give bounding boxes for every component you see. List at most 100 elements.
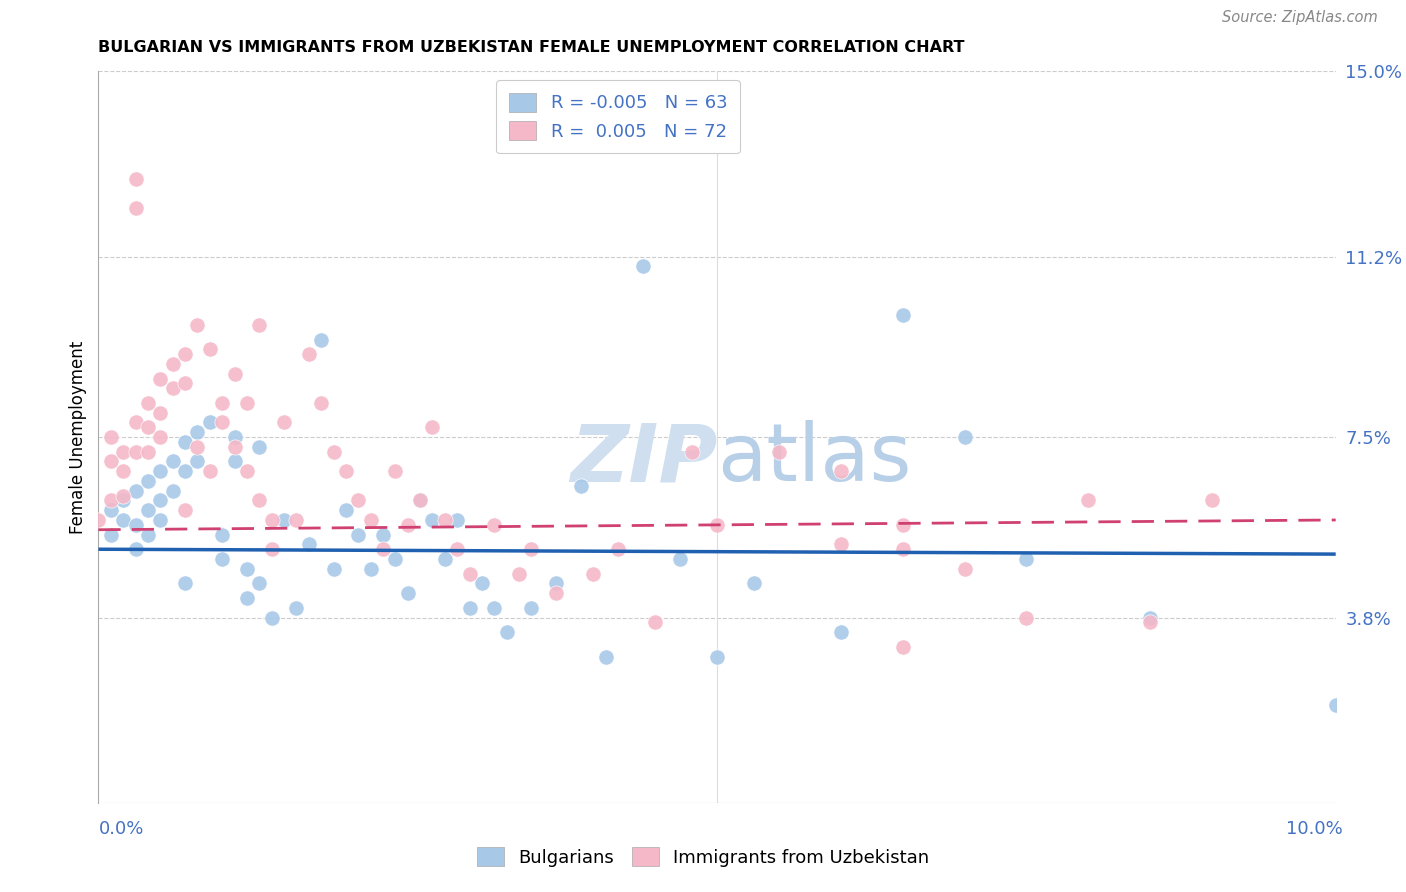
Point (508, 566, 530, 581)
Point (198, 464, 221, 478)
Point (136, 420, 159, 434)
Point (422, 513, 444, 527)
Point (174, 503, 197, 517)
Point (112, 464, 135, 478)
Point (162, 381, 184, 395)
Point (322, 562, 344, 576)
Point (891, 542, 914, 557)
Point (124, 517, 146, 532)
Point (124, 201, 146, 215)
Point (396, 517, 419, 532)
Point (891, 640, 914, 654)
Point (1201, 493, 1223, 508)
Point (247, 493, 270, 508)
Point (520, 600, 543, 615)
Text: BULGARIAN VS IMMIGRANTS FROM UZBEKISTAN FEMALE UNEMPLOYMENT CORRELATION CHART: BULGARIAN VS IMMIGRANTS FROM UZBEKISTAN … (98, 40, 965, 55)
Point (768, 444, 790, 458)
Point (236, 396, 259, 410)
Point (198, 416, 221, 430)
Legend: R = -0.005   N = 63, R =  0.005   N = 72: R = -0.005 N = 63, R = 0.005 N = 72 (496, 80, 740, 153)
Legend: Bulgarians, Immigrants from Uzbekistan: Bulgarians, Immigrants from Uzbekistan (470, 840, 936, 874)
Point (433, 552, 456, 566)
Point (446, 542, 468, 557)
Point (322, 444, 344, 458)
Point (186, 440, 208, 454)
Point (335, 464, 357, 478)
Point (149, 493, 172, 508)
Point (100, 430, 122, 444)
Point (285, 600, 308, 615)
Point (335, 503, 357, 517)
Text: atlas: atlas (717, 420, 911, 498)
Point (162, 483, 184, 498)
Point (582, 566, 605, 581)
Point (484, 600, 506, 615)
Point (830, 625, 852, 640)
Point (409, 493, 432, 508)
Point (236, 562, 259, 576)
Point (681, 444, 703, 458)
Point (211, 416, 233, 430)
Point (830, 537, 852, 551)
Point (174, 576, 197, 591)
Point (607, 542, 630, 557)
Point (174, 464, 197, 478)
Point (100, 454, 122, 468)
Point (224, 430, 246, 444)
Point (224, 454, 246, 468)
Point (360, 562, 382, 576)
Y-axis label: Female Unemployment: Female Unemployment (69, 341, 87, 533)
Point (309, 396, 332, 410)
Point (546, 576, 568, 591)
Point (298, 537, 321, 551)
Point (260, 542, 283, 557)
Point (224, 367, 246, 381)
Point (631, 260, 654, 274)
Point (409, 493, 432, 508)
Point (1015, 552, 1038, 566)
Point (891, 517, 914, 532)
Point (260, 513, 283, 527)
Point (1015, 610, 1038, 624)
Point (471, 576, 494, 591)
Point (371, 542, 394, 557)
Point (1139, 610, 1161, 624)
Point (247, 576, 270, 591)
Point (100, 493, 122, 508)
Text: 0.0%: 0.0% (98, 820, 143, 838)
Point (285, 513, 308, 527)
Point (211, 527, 233, 541)
Point (112, 444, 135, 458)
Point (458, 566, 481, 581)
Point (396, 586, 419, 600)
Point (124, 542, 146, 557)
Point (309, 333, 332, 347)
Point (100, 527, 122, 541)
Point (706, 649, 728, 664)
Point (174, 434, 197, 449)
Point (446, 513, 468, 527)
Point (1077, 493, 1099, 508)
Point (433, 513, 456, 527)
Point (347, 493, 370, 508)
Point (136, 444, 159, 458)
Point (371, 527, 394, 541)
Point (260, 610, 283, 624)
Point (136, 396, 159, 410)
Point (186, 425, 208, 440)
Point (149, 430, 172, 444)
Point (174, 376, 197, 391)
Point (384, 552, 406, 566)
Text: ZIP: ZIP (569, 420, 717, 498)
Point (1324, 698, 1347, 713)
Point (136, 503, 159, 517)
Point (162, 357, 184, 371)
Point (112, 513, 135, 527)
Point (174, 347, 197, 361)
Point (100, 503, 122, 517)
Point (186, 318, 208, 332)
Point (236, 464, 259, 478)
Point (136, 474, 159, 488)
Point (149, 464, 172, 478)
Point (247, 440, 270, 454)
